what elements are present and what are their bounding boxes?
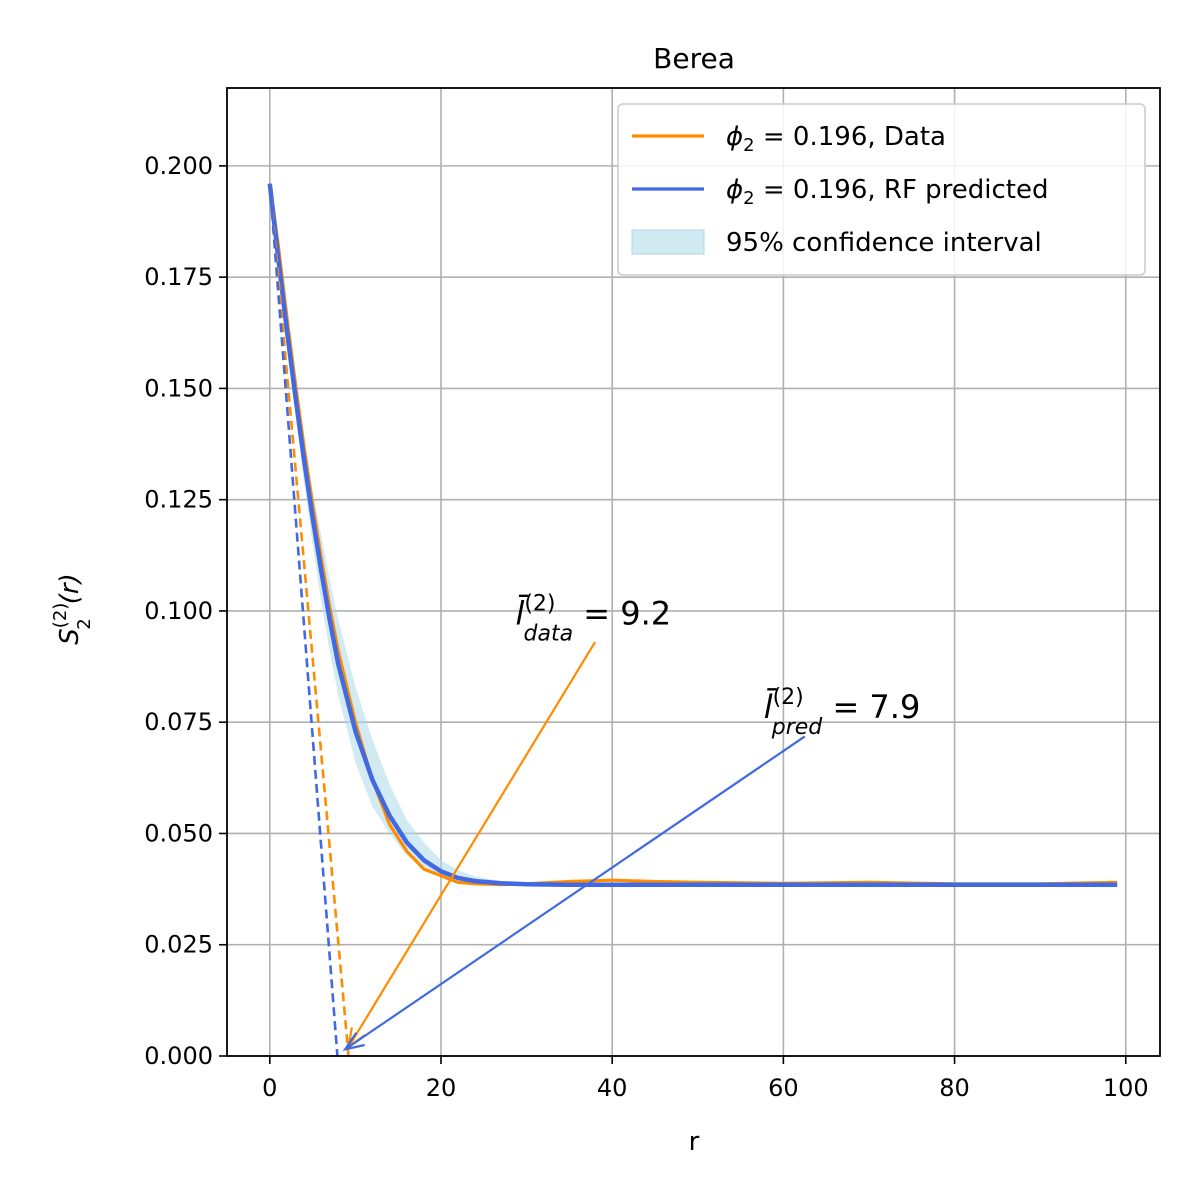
series-layer: [267, 183, 1118, 887]
y-tick-label: 0.125: [144, 486, 213, 514]
y-axis-title: S(2) 2 (r): [50, 573, 95, 644]
y-tick-label: 0.025: [144, 931, 213, 959]
chart-title: Berea: [653, 42, 735, 75]
tangent-line-pred: [268, 183, 339, 1057]
y-tick-label: 0.150: [144, 374, 213, 402]
legend-item-rf-predicted-label: ϕ2 = 0.196, RF predicted: [726, 175, 1049, 209]
y-tick-label: 0.075: [144, 708, 213, 736]
y-tick-label: 0.050: [144, 819, 213, 847]
y-axis-title-base: S: [55, 628, 85, 645]
y-axis-title-sub: 2: [74, 618, 95, 629]
series-line-rf-predicted: [267, 183, 1118, 887]
y-tick-label: 0.175: [144, 263, 213, 291]
annotation-pred-arrowhead: [342, 1032, 365, 1051]
annotations: l̄(2) data = 9.2l̄(2) pred = 7.9: [342, 591, 921, 1051]
y-axis-title-sup: (2): [50, 603, 71, 629]
annotation-pred-label: l̄(2) pred = 7.9: [764, 685, 921, 740]
legend-item-rf-predicted-symbol: ϕ: [726, 175, 743, 205]
annotation-pred-subscript: pred: [771, 715, 824, 740]
x-tick-label: 80: [939, 1074, 970, 1102]
legend-item-data-symbol: ϕ: [726, 122, 743, 152]
axis-ticks: 0 20 40 60 80 100 0.000 0.025 0.050 0.075 0.100 0.1…: [144, 152, 1148, 1102]
legend-item-confidence-interval-swatch: [631, 229, 705, 255]
annotation-pred-arrow: [344, 735, 806, 1051]
x-tick-label: 60: [768, 1074, 799, 1102]
plot-frame: [226, 87, 1161, 1057]
x-axis-title: r: [689, 1127, 700, 1157]
x-tick-label: 20: [426, 1074, 457, 1102]
x-tick-label: 40: [597, 1074, 628, 1102]
legend-box: [617, 103, 1146, 276]
legend-item-rf-predicted-text: = 0.196, RF predicted: [755, 175, 1049, 205]
annotation-pred-value: = 7.9: [822, 688, 920, 726]
legend-item-rf-predicted-subscript: 2: [743, 188, 754, 209]
annotation-pred-superscript: (2): [773, 685, 804, 710]
annotation-data-subscript: data: [524, 621, 574, 646]
y-tick-label: 0.200: [144, 152, 213, 180]
tangent-lines: [268, 183, 350, 1057]
y-axis-title-arg: (r): [55, 573, 85, 604]
legend-item-data-text: = 0.196, Data: [755, 122, 946, 152]
x-tick-label: 0: [262, 1074, 277, 1102]
annotation-data-arrow: [347, 641, 597, 1048]
legend-item-data-subscript: 2: [743, 135, 754, 156]
legend-item-data-label: ϕ2 = 0.196, Data: [726, 122, 946, 156]
y-tick-label: 0.100: [144, 597, 213, 625]
annotation-data-value: = 9.2: [573, 594, 671, 632]
annotation-data-superscript: (2): [524, 591, 555, 616]
legend-item-confidence-interval-label: 95% confidence interval: [726, 228, 1042, 258]
tangent-line-data: [268, 183, 350, 1057]
annotation-data-label: l̄(2) data = 9.2: [515, 591, 671, 646]
y-tick-label: 0.000: [144, 1042, 213, 1070]
x-tick-label: 100: [1103, 1074, 1149, 1102]
